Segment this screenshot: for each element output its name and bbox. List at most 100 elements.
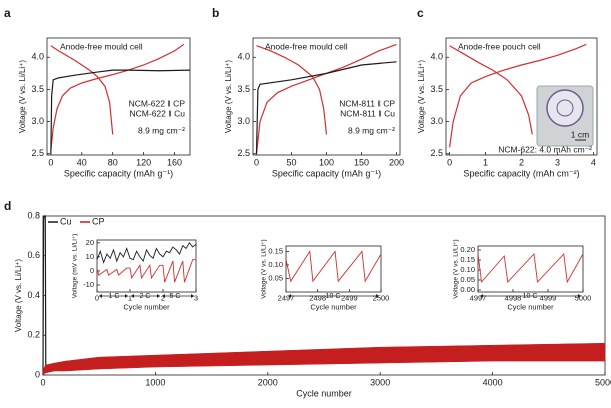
y-axis-label: Voltage (V vs. Li/Li⁺) <box>18 60 27 133</box>
x-tick-label: 2497 <box>278 294 295 303</box>
y-tick-label: 0.10 <box>268 260 283 269</box>
y-tick-label: 0.10 <box>460 265 475 274</box>
x-tick-label: 150 <box>354 157 369 167</box>
y-tick-label: 20 <box>86 238 94 247</box>
x-tick-label: 3 <box>555 157 560 167</box>
data-line <box>96 259 196 283</box>
y-tick-label: 2.5 <box>31 148 44 158</box>
legend-label: NCM-622 ‖ CP <box>129 98 186 108</box>
legend-label: Cu <box>60 216 72 226</box>
x-tick-label: 0 <box>95 294 99 303</box>
y-axis-label: Voltage (V vs. Li/Li⁺) <box>14 259 23 332</box>
y-axis-label: Voltage (V vs. Li/Li⁺) <box>417 60 426 133</box>
chart: 4997 4998 4999 5000 0.000.050.100.150.20 Cycl… <box>450 239 591 328</box>
data-line <box>50 45 114 135</box>
y-tick-label: 0.15 <box>268 246 283 255</box>
x-tick-label: 1000 <box>145 377 165 387</box>
annotation: 8.9 mg cm⁻² <box>348 125 395 135</box>
x-tick-label: 120 <box>136 157 151 167</box>
y-tick-label: 3.0 <box>237 116 250 126</box>
y-tick-label: 0.2 <box>27 330 40 340</box>
x-tick-label: 4997 <box>470 294 487 303</box>
x-tick-label: 5000 <box>575 294 592 303</box>
inset-background <box>69 234 202 328</box>
x-tick-label: 2500 <box>373 294 390 303</box>
annotation: 8.9 mg cm⁻² <box>138 125 185 135</box>
x-axis-label: Specific capacity (mAh g⁻¹) <box>272 168 381 178</box>
x-tick-label: 5000 <box>595 377 611 387</box>
y-axis-label: Voltage (V vs. Li/Li⁺) <box>453 239 460 298</box>
x-tick-label: 0 <box>40 377 45 387</box>
legend-label: CP <box>92 216 105 226</box>
x-tick-label: 4 <box>591 157 596 167</box>
y-tick-label: 0.8 <box>27 210 40 220</box>
data-line <box>255 43 397 154</box>
data-line <box>255 61 397 154</box>
x-axis-label: Cycle number <box>507 303 554 312</box>
chart: 0 50 100 150 200 2.5 3.0 3.5 4.0 Specific capacit… <box>212 6 404 178</box>
x-tick-label: 4000 <box>483 377 503 387</box>
x-tick-label: 4998 <box>505 294 522 303</box>
y-tick-label: -10 <box>83 280 94 289</box>
x-axis-label: Specific capacity (mAh g⁻¹) <box>64 168 173 178</box>
data-line <box>477 252 584 284</box>
x-tick-label: 2499 <box>341 294 358 303</box>
inset-background <box>450 240 589 328</box>
annotation: Anode-free pouch cell <box>458 41 541 51</box>
y-tick-label: 4.0 <box>237 52 250 62</box>
x-tick-label: 3000 <box>370 377 390 387</box>
x-tick-label: 40 <box>77 157 87 167</box>
y-tick-label: 0.00 <box>460 285 475 294</box>
data-band <box>42 342 606 376</box>
data-line <box>285 250 382 283</box>
y-tick-label: 2.5 <box>430 148 443 158</box>
y-tick-label: 0.4 <box>27 290 40 300</box>
x-tick-label: 0 <box>447 157 452 167</box>
y-tick-label: 10 <box>86 252 94 261</box>
legend-label: NCM-622 ‖ Cu <box>130 108 186 118</box>
chart: 0 1 2 3 4 2.5 3.0 3.5 4.0 Specific capacity (mAh … <box>417 6 598 178</box>
x-tick-label: 100 <box>319 157 334 167</box>
chart: 2497 2498 2499 2500 0.05 0.10 0.15 Cycle number… <box>258 239 389 328</box>
plot-frame <box>96 239 197 293</box>
arrow-head <box>131 294 160 298</box>
x-tick-label: 1 <box>483 157 488 167</box>
y-tick-label: 3.0 <box>430 116 443 126</box>
y-tick-label: 3.5 <box>430 84 443 94</box>
y-tick-label: 0.05 <box>460 275 475 284</box>
y-tick-label: 0.20 <box>460 245 475 254</box>
x-tick-label: 1 <box>128 294 132 303</box>
data-line <box>449 45 533 135</box>
annotation: 1 cm <box>571 129 589 139</box>
arrow-head <box>99 294 128 298</box>
y-tick-label: 2.5 <box>237 148 250 158</box>
x-tick-label: 2 <box>161 294 165 303</box>
plot-frame <box>285 245 382 293</box>
x-tick-label: 2 <box>519 157 524 167</box>
y-tick-label: 3.0 <box>31 116 44 126</box>
x-axis-label: Specific capacity (mAh cm⁻²) <box>463 168 579 178</box>
data-line <box>50 69 191 154</box>
x-tick-label: 3 <box>194 294 198 303</box>
plot-frame <box>46 37 191 156</box>
photo-seal-inner <box>556 99 574 117</box>
y-axis-label: Voltage (mV vs. Li/Li⁺) <box>72 234 79 299</box>
y-tick-label: 0.15 <box>460 255 475 264</box>
data-line <box>42 215 47 376</box>
annotation: Anode-free mould cell <box>60 41 143 51</box>
legend-label: NCM-811 ‖ Cu <box>340 108 395 118</box>
annotation: NCM-622: 4.0 mAh cm⁻² <box>498 144 592 154</box>
x-axis-label: Cycle number <box>310 303 357 312</box>
y-tick-label: 4.0 <box>31 52 44 62</box>
x-tick-label: 0 <box>48 157 53 167</box>
panel-label: d <box>4 199 11 213</box>
plot-frame <box>252 37 401 156</box>
pouch-photo <box>536 85 594 147</box>
y-tick-label: 0 <box>90 266 94 275</box>
y-tick-label: 4.0 <box>430 52 443 62</box>
x-tick-label: 2498 <box>309 294 326 303</box>
x-tick-label: 50 <box>286 157 296 167</box>
plot-frame <box>477 245 584 293</box>
